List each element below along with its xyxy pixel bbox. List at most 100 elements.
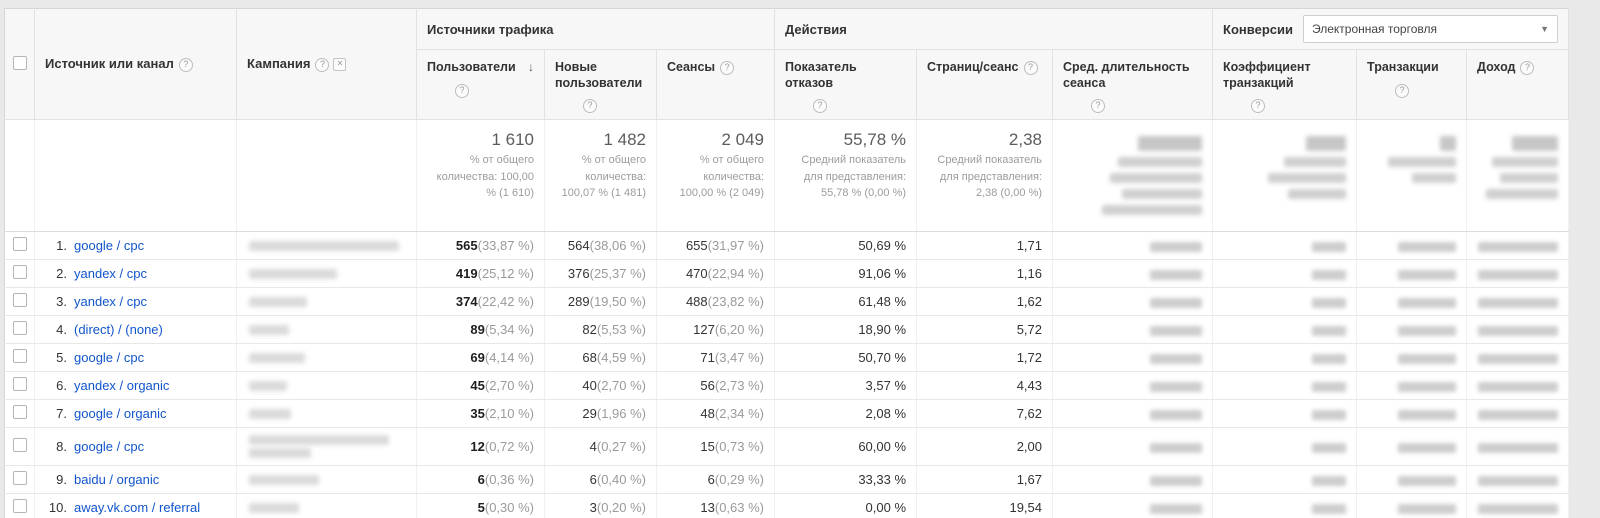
source-link[interactable]: google / cpc (74, 350, 145, 366)
row-checkbox-cell (4, 399, 35, 429)
new_users-pct: (38,06 %) (589, 238, 646, 254)
column-header-source[interactable]: Источник или канал? (34, 8, 237, 121)
help-icon[interactable]: ? (1251, 99, 1266, 114)
column-header-users[interactable]: ↓ Пользователи ? (416, 49, 545, 121)
select-all-checkbox[interactable] (12, 55, 27, 70)
help-icon[interactable]: ? (455, 83, 469, 98)
users-value: 6 (477, 472, 485, 488)
row-checkbox[interactable] (12, 293, 27, 308)
help-icon[interactable]: ? (813, 99, 828, 114)
row-rank: 6. (56, 378, 67, 394)
sessions-cell: 48(2,34 %) (656, 399, 776, 429)
table-row: 8. google / cpc 12(0,72 %) 4(0,27 %) 15(0… (4, 427, 1570, 467)
column-header-campaign[interactable]: Кампания? ✕ (236, 8, 417, 121)
transactions-column-label: Транзакции (1367, 60, 1439, 74)
pages-value: 1,72 (1016, 350, 1043, 366)
source-link[interactable]: yandex / organic (74, 378, 170, 394)
column-header-revenue[interactable]: Доход? (1466, 49, 1570, 121)
source-link[interactable]: (direct) / (none) (74, 322, 163, 338)
column-header-sessions[interactable]: Сеансы? (656, 49, 776, 121)
source-cell: 2. yandex / cpc (34, 259, 237, 289)
new_users-value: 82 (582, 322, 597, 338)
source-link[interactable]: yandex / cpc (74, 266, 147, 282)
transactions-blurred-cell (1356, 427, 1468, 467)
row-checkbox[interactable] (12, 377, 27, 392)
new_users-pct: (25,37 %) (589, 266, 646, 282)
summary-empty-cell (236, 119, 417, 233)
source-link[interactable]: baidu / organic (74, 472, 160, 488)
summary-bounce-sub: Средний показатель для представления: 55… (801, 154, 907, 200)
source-link[interactable]: away.vk.com / referral (74, 500, 201, 516)
users-cell: 5(0,30 %) (416, 493, 545, 518)
conversion-type-select[interactable]: Электронная торговля ▼ (1302, 15, 1559, 43)
summary-duration-blurred (1052, 119, 1214, 233)
source-link[interactable]: google / cpc (74, 439, 145, 455)
column-header-transactions[interactable]: Транзакции ? (1356, 49, 1468, 121)
remove-dimension-icon[interactable]: ✕ (333, 58, 347, 72)
users-pct: (25,12 %) (477, 266, 534, 282)
duration-blurred-cell (1052, 465, 1214, 495)
sessions-value: 15 (700, 439, 715, 455)
source-link[interactable]: yandex / cpc (74, 294, 147, 310)
row-checkbox[interactable] (12, 237, 27, 252)
help-icon[interactable]: ? (720, 60, 735, 75)
row-checkbox[interactable] (12, 438, 27, 453)
new_users-pct: (5,53 %) (596, 322, 646, 338)
users-pct: (0,36 %) (484, 472, 534, 488)
row-checkbox[interactable] (12, 405, 27, 420)
duration-blurred-cell (1052, 231, 1214, 261)
source-link[interactable]: google / organic (74, 406, 167, 422)
row-checkbox[interactable] (12, 349, 27, 364)
duration-blurred-cell (1052, 343, 1214, 373)
help-icon[interactable]: ? (1023, 60, 1038, 75)
duration-blurred-cell (1052, 315, 1214, 345)
revenue-blurred-cell (1466, 427, 1570, 467)
bounce-cell: 2,08 % (774, 399, 918, 429)
transactions-blurred-cell (1356, 231, 1468, 261)
bounce-value: 18,90 % (858, 322, 907, 338)
users-pct: (2,10 %) (484, 406, 534, 422)
help-icon[interactable]: ? (1520, 60, 1535, 75)
txn-rate-blurred-cell (1212, 427, 1358, 467)
sessions-value: 127 (693, 322, 715, 338)
new_users-value: 289 (567, 294, 590, 310)
bounce-value: 3,57 % (865, 378, 907, 394)
column-header-transaction-rate[interactable]: Коэффициент транзакций ? (1212, 49, 1358, 121)
users-pct: (5,34 %) (484, 322, 534, 338)
row-checkbox[interactable] (12, 471, 27, 486)
column-header-bounce-rate[interactable]: Показатель отказов ? (774, 49, 918, 121)
revenue-blurred-cell (1466, 371, 1570, 401)
group-traffic-sources: Источники трафика (416, 8, 776, 50)
help-icon[interactable]: ? (178, 57, 193, 72)
column-header-avg-session-duration[interactable]: Сред. длительность сеанса ? (1052, 49, 1214, 121)
sort-desc-icon[interactable]: ↓ (528, 60, 534, 74)
column-header-pages-per-session[interactable]: Страниц/сеанс? (916, 49, 1054, 121)
help-icon[interactable]: ? (583, 99, 597, 114)
source-link[interactable]: google / cpc (74, 238, 145, 254)
bounce-value: 50,69 % (858, 238, 907, 254)
row-checkbox[interactable] (12, 499, 27, 514)
sessions-cell: 127(6,20 %) (656, 315, 776, 345)
help-icon[interactable]: ? (1395, 83, 1410, 98)
users-pct: (0,30 %) (484, 500, 534, 516)
row-checkbox[interactable] (12, 321, 27, 336)
duration-blurred-cell (1052, 371, 1214, 401)
pages-value: 4,43 (1016, 378, 1043, 394)
help-icon[interactable]: ? (1091, 99, 1106, 114)
help-icon[interactable]: ? (315, 57, 330, 72)
group-header-row: Источник или канал? Кампания? ✕ Источники… (4, 8, 1570, 121)
row-checkbox[interactable] (12, 265, 27, 280)
source-cell: 3. yandex / cpc (34, 287, 237, 317)
new_users-value: 4 (589, 439, 597, 455)
summary-new-users-sub: % от общего количества: 100,07 % (1 481) (561, 154, 646, 200)
users-pct: (0,72 %) (484, 439, 534, 455)
column-header-new-users[interactable]: Новые пользователи ? (544, 49, 657, 121)
sessions-cell: 71(3,47 %) (656, 343, 776, 373)
revenue-blurred-cell (1466, 259, 1570, 289)
users-cell: 12(0,72 %) (416, 427, 545, 467)
row-rank: 3. (56, 294, 67, 310)
new_users-pct: (0,27 %) (596, 439, 646, 455)
row-rank: 2. (56, 266, 67, 282)
row-rank: 7. (56, 406, 67, 422)
users-column-label: Пользователи (427, 60, 516, 74)
